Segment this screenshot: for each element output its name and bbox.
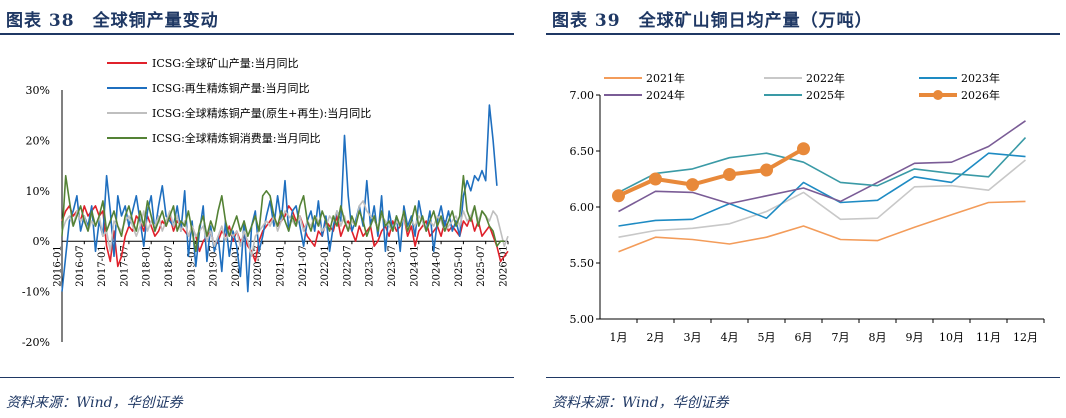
legend-label: ICSG:再生精炼铜产量:当月同比 <box>152 81 310 95</box>
x-tick-label: 2016-07 <box>75 245 86 287</box>
y-tick-label: 5.50 <box>570 257 595 270</box>
y-tick-label: -20% <box>22 336 50 349</box>
x-tick-label: 10月 <box>939 331 964 344</box>
x-tick-label: 2月 <box>647 331 665 344</box>
series-line-2024年 <box>618 120 1026 213</box>
y-tick-label: 7.00 <box>570 89 595 102</box>
source-divider <box>546 377 1060 378</box>
series-line-2023年 <box>618 152 1026 227</box>
y-tick-label: 5.00 <box>570 313 595 326</box>
legend-marker <box>933 90 943 100</box>
chart-title: 图表 38 全球铜产量变动 <box>6 11 219 31</box>
y-tick-label: 10% <box>26 185 50 198</box>
legend-label: 2022年 <box>806 71 845 85</box>
x-tick-label: 2020-01 <box>231 245 242 287</box>
series-line-2022年 <box>618 159 1027 238</box>
source-divider <box>0 377 514 378</box>
y-tick-label: 6.00 <box>570 201 595 214</box>
x-tick-label: 2021-07 <box>298 245 309 287</box>
series-line-1 <box>61 205 509 268</box>
x-tick-label: 12月 <box>1013 331 1038 344</box>
series-line-4 <box>61 174 505 253</box>
panel-mine-copper-daily-output: 图表 39 全球矿山铜日均产量（万吨） 7.00 6.50 6.00 5.50 5.00… <box>546 0 1066 418</box>
legend-label: ICSG:全球矿山产量:当月同比 <box>152 56 299 70</box>
source-note: 资料来源：Wind，华创证券 <box>6 395 183 411</box>
series-point-2026年 <box>686 178 699 192</box>
x-tick-label: 11月 <box>976 331 1001 344</box>
x-tick-label: 3月 <box>684 331 702 344</box>
x-tick-label: 2016-01 <box>53 245 64 287</box>
y-tick-label: 6.50 <box>570 145 595 158</box>
x-tick-label: 2022-01 <box>320 245 331 287</box>
x-tick-label: 2025-01 <box>454 245 465 287</box>
y-tick-label: 20% <box>26 134 50 147</box>
x-tick-label: 7月 <box>832 331 850 344</box>
x-tick-label: 2017-07 <box>119 245 130 287</box>
copper-production-yoy-chart: 30% 20% 10% 0% -10% -20% 2016-01 2016-07 2017-01… <box>22 56 510 349</box>
panel-copper-production-change: 图表 38 全球铜产量变动 30% 20% 10% 0% -10% -20% 2016-01… <box>0 0 520 418</box>
y-tick-label: -10% <box>22 286 50 299</box>
legend-label: 2024年 <box>646 88 685 102</box>
legend-label: ICSG:全球精炼铜消费量:当月同比 <box>152 131 321 145</box>
x-tick-label: 2023-01 <box>365 245 376 287</box>
series-line-3 <box>61 200 509 258</box>
series-line-2025年 <box>618 137 1027 194</box>
chart-title: 图表 39 全球矿山铜日均产量（万吨） <box>552 11 873 31</box>
source-note: 资料来源：Wind，华创证券 <box>552 395 729 411</box>
legend-label: ICSG:全球精炼铜产量(原生+再生):当月同比 <box>152 106 371 120</box>
x-tick-label: 9月 <box>906 331 924 344</box>
x-tick-label: 2022-07 <box>342 245 353 287</box>
x-tick-label: 2018-01 <box>142 245 153 287</box>
x-tick-label: 2021-01 <box>276 245 287 287</box>
legend-label: 2026年 <box>961 88 1000 102</box>
x-tick-label: 2019-01 <box>186 245 197 287</box>
series-point-2026年 <box>612 189 625 203</box>
series-line-2026年 <box>617 147 805 198</box>
x-tick-label: 5月 <box>758 331 776 344</box>
x-tick-label: 4月 <box>721 331 739 344</box>
x-tick-label: 2024-01 <box>409 245 420 287</box>
legend-label: 2023年 <box>961 71 1000 85</box>
series-line-2021年 <box>618 200 1026 253</box>
y-tick-label: 0% <box>33 235 50 248</box>
legend-label: 2025年 <box>806 88 845 102</box>
x-tick-label: 1月 <box>610 331 628 344</box>
x-tick-label: 2020-07 <box>253 245 264 287</box>
x-tick-label: 8月 <box>869 331 887 344</box>
x-tick-label: 2024-07 <box>432 245 443 287</box>
series-point-2026年 <box>649 172 662 186</box>
x-tick-label: 2017-01 <box>97 245 108 287</box>
mine-copper-daily-output-chart: 7.00 6.50 6.00 5.50 5.00 1月 2月 3月 4月 5月 6月 7月 8月 9月 10… <box>570 71 1045 344</box>
title-divider <box>546 33 1060 35</box>
x-tick-label: 2023-07 <box>387 245 398 287</box>
series-point-2026年 <box>797 142 810 156</box>
y-tick-label: 30% <box>26 84 50 97</box>
x-tick-label: 2018-07 <box>164 245 175 287</box>
series-point-2026年 <box>723 168 736 182</box>
legend-label: 2021年 <box>646 71 685 85</box>
x-tick-label: 2019-07 <box>209 245 220 287</box>
series-point-2026年 <box>760 163 773 177</box>
x-tick-label: 2026-01 <box>499 245 510 287</box>
title-divider <box>0 33 514 35</box>
x-tick-label: 2025-07 <box>476 245 487 287</box>
x-tick-label: 6月 <box>795 331 813 344</box>
